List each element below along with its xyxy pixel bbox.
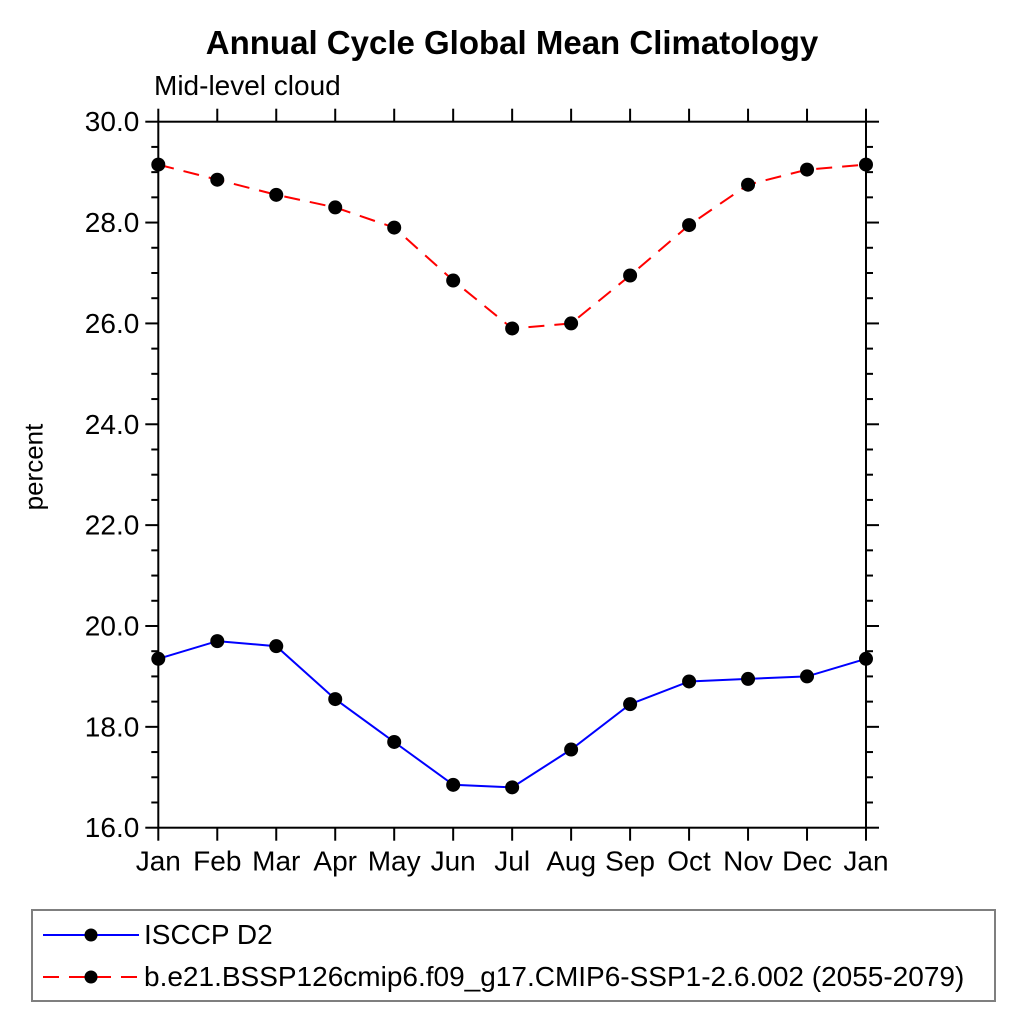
data-point-marker: [859, 651, 873, 666]
data-point-marker: [800, 162, 815, 177]
data-point-marker: [564, 742, 579, 757]
data-point-marker: [210, 172, 225, 187]
data-point-marker: [505, 780, 520, 795]
x-tick-label: Apr: [313, 846, 357, 877]
data-point-marker: [505, 321, 520, 336]
x-tick-label: Oct: [667, 846, 711, 877]
x-tick-label: Aug: [546, 846, 596, 877]
data-point-marker: [682, 674, 697, 689]
data-point-marker: [741, 177, 756, 192]
legend-label: b.e21.BSSP126cmip6.f09_g17.CMIP6-SSP1-2.…: [144, 960, 965, 992]
data-point-marker: [151, 157, 166, 172]
legend-sample-dashed-line-icon: [43, 970, 139, 983]
data-point-marker: [269, 639, 284, 654]
data-point-marker: [564, 316, 579, 331]
x-tick-label: May: [368, 846, 421, 877]
data-point-marker: [387, 734, 402, 749]
data-point-marker: [328, 692, 343, 707]
data-point-marker: [446, 273, 461, 288]
data-point-marker: [387, 220, 402, 235]
data-point-marker: [269, 187, 284, 202]
y-tick-label: 28.0: [85, 207, 140, 238]
data-point-marker: [859, 157, 873, 172]
x-tick-label: Jun: [431, 846, 476, 877]
y-tick-label: 26.0: [85, 308, 140, 339]
x-tick-label: Sep: [605, 846, 655, 877]
data-point-marker: [623, 268, 638, 283]
plot-frame: [157, 120, 868, 829]
y-tick-label: 18.0: [85, 711, 140, 742]
line-chart-canvas: 16.0 18.0 20.0 22.0 24.0 26.0 28.0 30.0 Jan Feb Ma…: [85, 106, 889, 877]
y-tick-label: 20.0: [85, 611, 140, 642]
chart-subtitle: Mid-level cloud: [154, 70, 341, 101]
legend-item-isccp: ISCCP D2: [38, 914, 994, 956]
x-tick-label: Jul: [494, 846, 530, 877]
data-point-marker: [623, 697, 638, 712]
data-point-marker: [682, 218, 697, 233]
data-point-marker: [446, 777, 461, 792]
chart-title: Annual Cycle Global Mean Climatology: [205, 24, 819, 61]
legend-label: ISCCP D2: [144, 918, 273, 950]
y-tick-label: 24.0: [85, 409, 140, 440]
x-tick-label: Feb: [193, 846, 241, 877]
legend-sample-solid-line-icon: [43, 928, 139, 941]
y-tick-label: 30.0: [85, 106, 140, 137]
x-tick-label: Dec: [782, 846, 832, 877]
data-point-marker: [800, 669, 815, 684]
series-line-1: [158, 163, 867, 330]
legend-item-model: b.e21.BSSP126cmip6.f09_g17.CMIP6-SSP1-2.…: [38, 956, 994, 998]
y-tick-label: 16.0: [85, 812, 140, 843]
data-point-marker: [151, 651, 166, 666]
data-point-marker: [328, 200, 343, 215]
legend: ISCCP D2 b.e21.BSSP126cmip6.f09_g17.CMIP…: [31, 909, 996, 1002]
series-line-0: [158, 640, 867, 789]
data-point-marker: [741, 671, 756, 686]
x-tick-label: Jan: [843, 846, 888, 877]
x-tick-label: Nov: [723, 846, 773, 877]
x-tick-label: Mar: [252, 846, 300, 877]
y-tick-label: 22.0: [85, 510, 140, 541]
data-point-marker: [210, 634, 225, 649]
x-tick-label: Jan: [136, 846, 181, 877]
